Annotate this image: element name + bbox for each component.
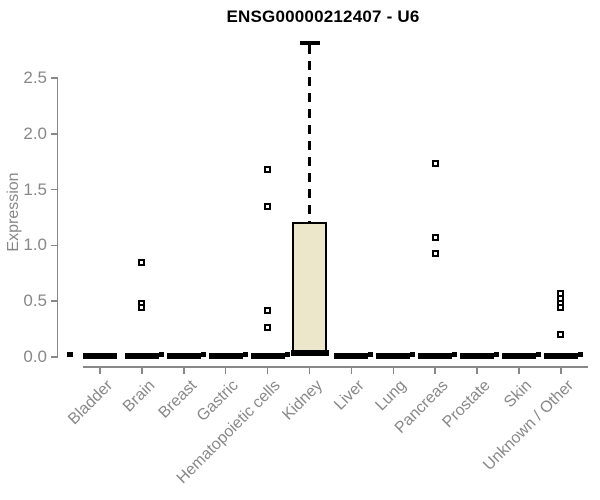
zero-bar [124, 352, 159, 359]
zero-bar [502, 352, 536, 359]
outlier-point [431, 160, 439, 168]
x-tick [518, 367, 520, 374]
zero-bar [250, 352, 285, 359]
zero-point [242, 351, 248, 357]
y-tick [51, 300, 57, 302]
x-axis-line [83, 366, 588, 368]
y-tick-label: 0.5 [23, 291, 47, 311]
outlier-point [264, 306, 272, 314]
x-tick-label: Lung [372, 377, 410, 415]
y-axis-line [56, 77, 58, 358]
y-tick [51, 77, 57, 79]
x-tick [560, 367, 562, 374]
zero-point [284, 351, 290, 357]
zero-bar [83, 352, 117, 359]
zero-bar [334, 352, 369, 359]
y-tick [51, 188, 57, 191]
x-tick [183, 367, 185, 374]
outlier-point [557, 304, 565, 312]
zero-bar [208, 352, 243, 359]
x-tick [308, 367, 311, 374]
x-tick [392, 367, 395, 374]
zero-point [368, 351, 374, 357]
zero-bar [376, 352, 411, 359]
outlier-point [431, 234, 439, 242]
outlier-point [557, 331, 565, 339]
y-tick-label: 1.5 [23, 179, 47, 199]
x-tick [266, 367, 269, 374]
x-tick-label: Bladder [64, 377, 117, 429]
x-tick [141, 367, 143, 374]
x-tick-label: Liver [330, 377, 368, 414]
zero-bar [543, 352, 578, 359]
zero-point [452, 351, 458, 357]
zero-bar [166, 352, 201, 359]
outlier-point [264, 324, 272, 332]
outlier-point [138, 258, 146, 266]
y-tick [51, 133, 57, 135]
box [292, 221, 327, 355]
whisker [308, 45, 311, 222]
zero-point [494, 351, 500, 357]
x-tick-label: Kidney [278, 377, 326, 424]
zero-point [200, 351, 206, 357]
x-tick [99, 367, 101, 374]
zero-bar [460, 352, 495, 359]
y-tick-label: 1.0 [23, 235, 47, 255]
y-tick-label: 2.5 [23, 68, 47, 87]
zero-bar [418, 352, 453, 359]
outlier-point [264, 202, 272, 210]
x-tick-label: Skin [500, 377, 536, 412]
zero-point [536, 351, 541, 357]
median-bar [290, 350, 329, 357]
y-tick-label: 0.0 [23, 347, 47, 366]
outlier-point [138, 304, 146, 312]
x-tick [350, 367, 353, 374]
outlier-point [431, 249, 439, 257]
zero-point [158, 351, 164, 357]
x-tick-label: Brain [119, 377, 158, 416]
y-tick [51, 244, 57, 247]
zero-point [410, 351, 416, 357]
outlier-point [264, 166, 272, 173]
y-tick [51, 356, 57, 358]
chart-title: ENSG00000212407 - U6 [226, 7, 420, 26]
zero-point [67, 351, 73, 357]
x-tick-label: Breast [155, 377, 200, 422]
x-tick [224, 367, 227, 374]
y-tick-label: 2.0 [23, 123, 47, 143]
whisker-cap [299, 41, 320, 45]
zero-point [577, 351, 583, 357]
x-tick [434, 367, 436, 374]
x-tick [476, 367, 478, 374]
